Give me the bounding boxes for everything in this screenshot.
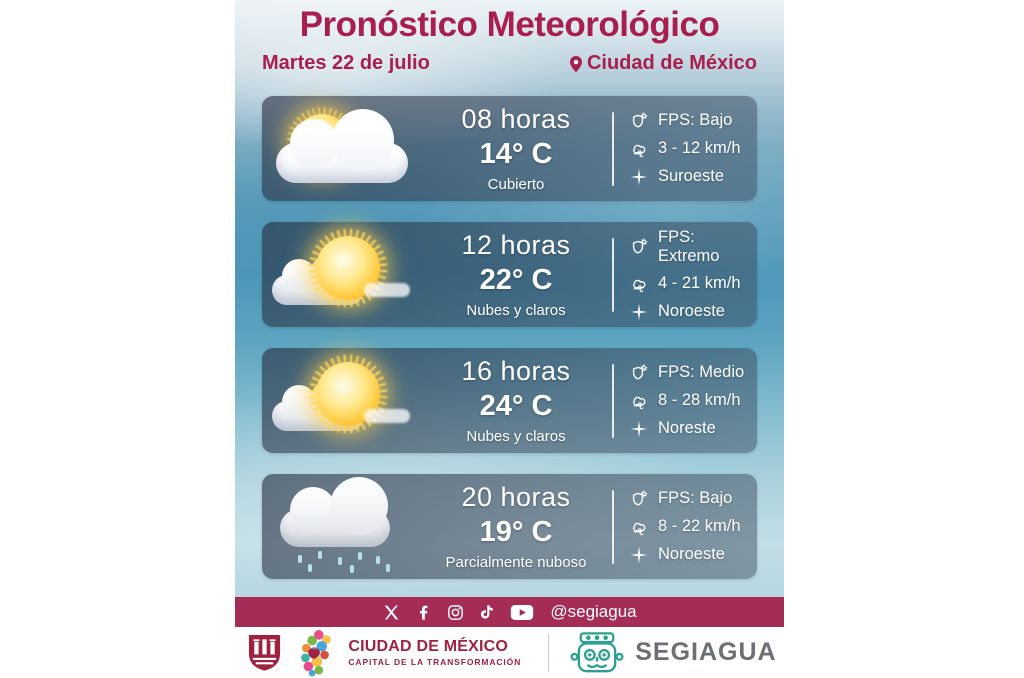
cdmx-tagline: CAPITAL DE LA TRANSFORMACIÓN bbox=[348, 656, 522, 667]
uv-stat: FPS: Extremo bbox=[629, 228, 757, 266]
forecast-temperature: 24° C bbox=[479, 390, 553, 423]
wind-direction-stat: Noroeste bbox=[629, 545, 757, 565]
forecast-condition: Cubierto bbox=[487, 175, 545, 193]
social-media-bar: @segiagua bbox=[235, 597, 784, 627]
uv-shield-icon bbox=[629, 363, 649, 383]
instagram-icon bbox=[446, 603, 465, 622]
header-meta-row: Martes 22 de julio Ciudad de México bbox=[262, 52, 757, 75]
forecast-condition: Parcialmente nuboso bbox=[445, 553, 587, 571]
youtube-icon bbox=[510, 604, 534, 621]
wind-stat: 4 - 21 km/h bbox=[629, 274, 757, 294]
forecast-card-08h: 08 horas 14° C Cubierto FPS: Bajo 3 - 12… bbox=[262, 92, 757, 201]
uv-stat: FPS: Bajo bbox=[629, 489, 757, 509]
x-icon bbox=[382, 603, 401, 622]
uv-shield-icon bbox=[629, 237, 649, 257]
compass-star-icon bbox=[629, 167, 649, 187]
compass-star-icon bbox=[629, 545, 649, 565]
forecast-condition: Nubes y claros bbox=[466, 427, 566, 445]
wind-cloud-icon bbox=[629, 517, 649, 537]
social-handle: @segiagua bbox=[550, 602, 637, 621]
forecast-temperature: 19° C bbox=[479, 516, 553, 549]
wind-cloud-icon bbox=[629, 274, 649, 294]
sun-with-cloud-icon bbox=[270, 212, 412, 324]
wind-stat: 8 - 28 km/h bbox=[629, 391, 757, 411]
wind-cloud-icon bbox=[629, 391, 649, 411]
forecast-time: 12 horas bbox=[461, 230, 571, 261]
wind-cloud-icon bbox=[629, 139, 649, 159]
cdmx-colorful-map-logo bbox=[293, 629, 337, 677]
forecast-card-20h: 20 horas 19° C Parcialmente nuboso FPS: … bbox=[262, 474, 757, 579]
wind-direction-stat: Noreste bbox=[629, 419, 757, 439]
forecast-card-16h: 16 horas 24° C Nubes y claros FPS: Medio… bbox=[262, 338, 757, 453]
tiktok-icon bbox=[478, 603, 497, 622]
location: Ciudad de México bbox=[569, 52, 757, 75]
wind-stat: 3 - 12 km/h bbox=[629, 139, 757, 159]
segiagua-tlaloc-mask-logo bbox=[570, 631, 624, 675]
segiagua-wordmark: SEGIAGUA bbox=[635, 638, 777, 666]
page-title: Pronóstico Meteorológico bbox=[299, 5, 720, 44]
facebook-icon bbox=[414, 603, 433, 622]
forecast-temperature: 22° C bbox=[479, 264, 553, 297]
forecast-time: 16 horas bbox=[461, 356, 571, 387]
wind-direction-stat: Suroeste bbox=[629, 167, 757, 187]
sun-behind-cloud-icon bbox=[270, 92, 412, 195]
uv-stat: FPS: Medio bbox=[629, 363, 757, 383]
footer-divider bbox=[548, 633, 550, 672]
forecast-card-list: 08 horas 14° C Cubierto FPS: Bajo 3 - 12… bbox=[262, 92, 757, 600]
cdmx-shield-logo bbox=[247, 633, 282, 672]
forecast-temperature: 14° C bbox=[479, 138, 553, 171]
card-divider bbox=[612, 237, 614, 312]
cdmx-wordmark: CIUDAD DE MÉXICO bbox=[348, 638, 509, 656]
rain-cloud-icon bbox=[270, 477, 412, 573]
location-label: Ciudad de México bbox=[586, 52, 757, 74]
card-divider bbox=[612, 363, 614, 438]
sun-with-cloud-icon bbox=[270, 338, 412, 450]
forecast-condition: Nubes y claros bbox=[466, 301, 566, 319]
forecast-time: 08 horas bbox=[461, 104, 571, 135]
card-divider bbox=[612, 111, 614, 186]
wind-stat: 8 - 22 km/h bbox=[629, 517, 757, 537]
location-pin-icon bbox=[569, 55, 583, 73]
compass-star-icon bbox=[629, 302, 649, 322]
wind-direction-stat: Noroeste bbox=[629, 302, 757, 322]
forecast-time: 20 horas bbox=[461, 482, 571, 513]
uv-stat: FPS: Bajo bbox=[629, 111, 757, 131]
compass-star-icon bbox=[629, 419, 649, 439]
forecast-card-12h: 12 horas 22° C Nubes y claros FPS: Extre… bbox=[262, 212, 757, 327]
footer-logo-strip: CIUDAD DE MÉXICO CAPITAL DE LA TRANSFORM… bbox=[0, 627, 1024, 678]
card-divider bbox=[612, 489, 614, 564]
uv-shield-icon bbox=[629, 489, 649, 509]
forecast-date: Martes 22 de julio bbox=[262, 52, 430, 74]
uv-shield-icon bbox=[629, 111, 649, 131]
poster-canvas: Pronóstico Meteorológico Martes 22 de ju… bbox=[235, 0, 784, 678]
